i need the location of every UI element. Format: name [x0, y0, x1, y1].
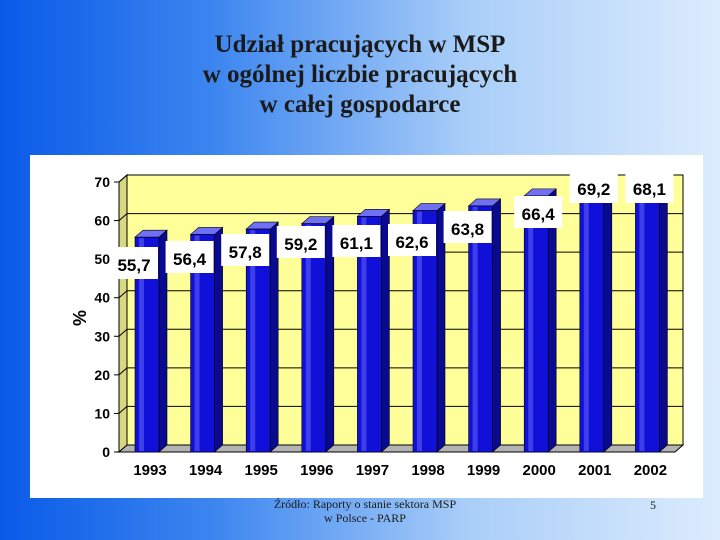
- bar-highlight: [528, 196, 534, 451]
- y-tick-label: 20: [94, 367, 110, 383]
- chart-panel: 0 10 20 30 40 50 60 70% 1993 1994 1995 1996 1997 1998…: [30, 155, 703, 498]
- data-label-box: [625, 171, 674, 203]
- x-category-label: 2000: [523, 462, 556, 479]
- bar-highlight: [361, 217, 367, 451]
- y-tick-label: 10: [94, 405, 110, 421]
- gridline: [118, 174, 683, 183]
- data-label-box: [569, 171, 618, 203]
- bar-highlight: [139, 238, 144, 451]
- data-label: 63,8: [451, 220, 484, 239]
- y-tick-label: 40: [94, 290, 110, 306]
- x-category-label: 2001: [578, 462, 611, 479]
- x-category-label: 1994: [189, 462, 223, 479]
- x-category-label: 2002: [634, 462, 667, 479]
- bar-highlight: [250, 230, 256, 451]
- footer-source: Źródło: Raporty o stanie sektora MSP w P…: [200, 497, 530, 525]
- bar-side: [603, 177, 613, 453]
- bar-highlight: [472, 206, 478, 451]
- data-label-box: [443, 211, 492, 243]
- slide-title: Udział pracujących w MSP w ogólnej liczb…: [0, 30, 720, 120]
- y-tick-label: 0: [102, 444, 110, 460]
- data-label-box: [388, 224, 436, 256]
- data-label: 62,6: [395, 233, 428, 252]
- y-tick-label: 60: [94, 213, 110, 229]
- y-tick-label: 50: [94, 251, 110, 267]
- bar: [635, 189, 660, 453]
- data-label: 55,7: [117, 256, 150, 275]
- y-axis-label: %: [69, 310, 89, 326]
- bar-highlight: [417, 211, 422, 451]
- data-label-box: [332, 225, 381, 257]
- y-tick-label: 30: [94, 328, 110, 344]
- x-category-label: 1993: [133, 462, 166, 479]
- data-label: 61,1: [340, 234, 373, 253]
- footer-source-line-2: w Polsce - PARP: [324, 511, 406, 525]
- page-number: 5: [650, 498, 656, 512]
- data-label-box: [221, 234, 270, 266]
- data-label: 68,1: [633, 180, 666, 199]
- data-label-box: [276, 226, 325, 258]
- bar-side: [492, 198, 501, 453]
- bar-highlight: [639, 190, 645, 452]
- title-line-2: w ogólnej liczbie pracujących: [202, 61, 518, 88]
- data-label: 69,2: [577, 180, 610, 199]
- x-category-label: 1995: [245, 462, 278, 479]
- bar-highlight: [583, 186, 589, 452]
- x-category-label: 1999: [467, 462, 500, 479]
- data-label-box: [514, 196, 563, 228]
- title-line-3: w całej gospodarce: [259, 91, 461, 118]
- y-tick-label: 70: [94, 174, 110, 190]
- x-category-label: 1998: [411, 462, 444, 479]
- data-label-box: [165, 241, 214, 273]
- footer-source-line-1: Źródło: Raporty o stanie sektora MSP: [273, 497, 457, 511]
- bar-chart: 0 10 20 30 40 50 60 70% 1993 1994 1995 1996 1997 1998…: [69, 171, 685, 479]
- bar-highlight: [305, 224, 311, 451]
- bar-highlight: [194, 235, 200, 451]
- data-label: 59,2: [284, 235, 317, 254]
- bar: [523, 195, 549, 453]
- bar: [579, 184, 605, 453]
- data-label: 56,4: [173, 250, 207, 269]
- bar-side: [659, 181, 668, 453]
- title-line-1: Udział pracujących w MSP: [214, 31, 506, 58]
- x-category-label: 1997: [356, 462, 389, 479]
- data-label: 66,4: [522, 205, 556, 224]
- x-category-label: 1996: [300, 462, 333, 479]
- bar-side: [547, 188, 557, 453]
- data-label-box: [110, 247, 158, 279]
- data-label: 57,8: [229, 243, 262, 262]
